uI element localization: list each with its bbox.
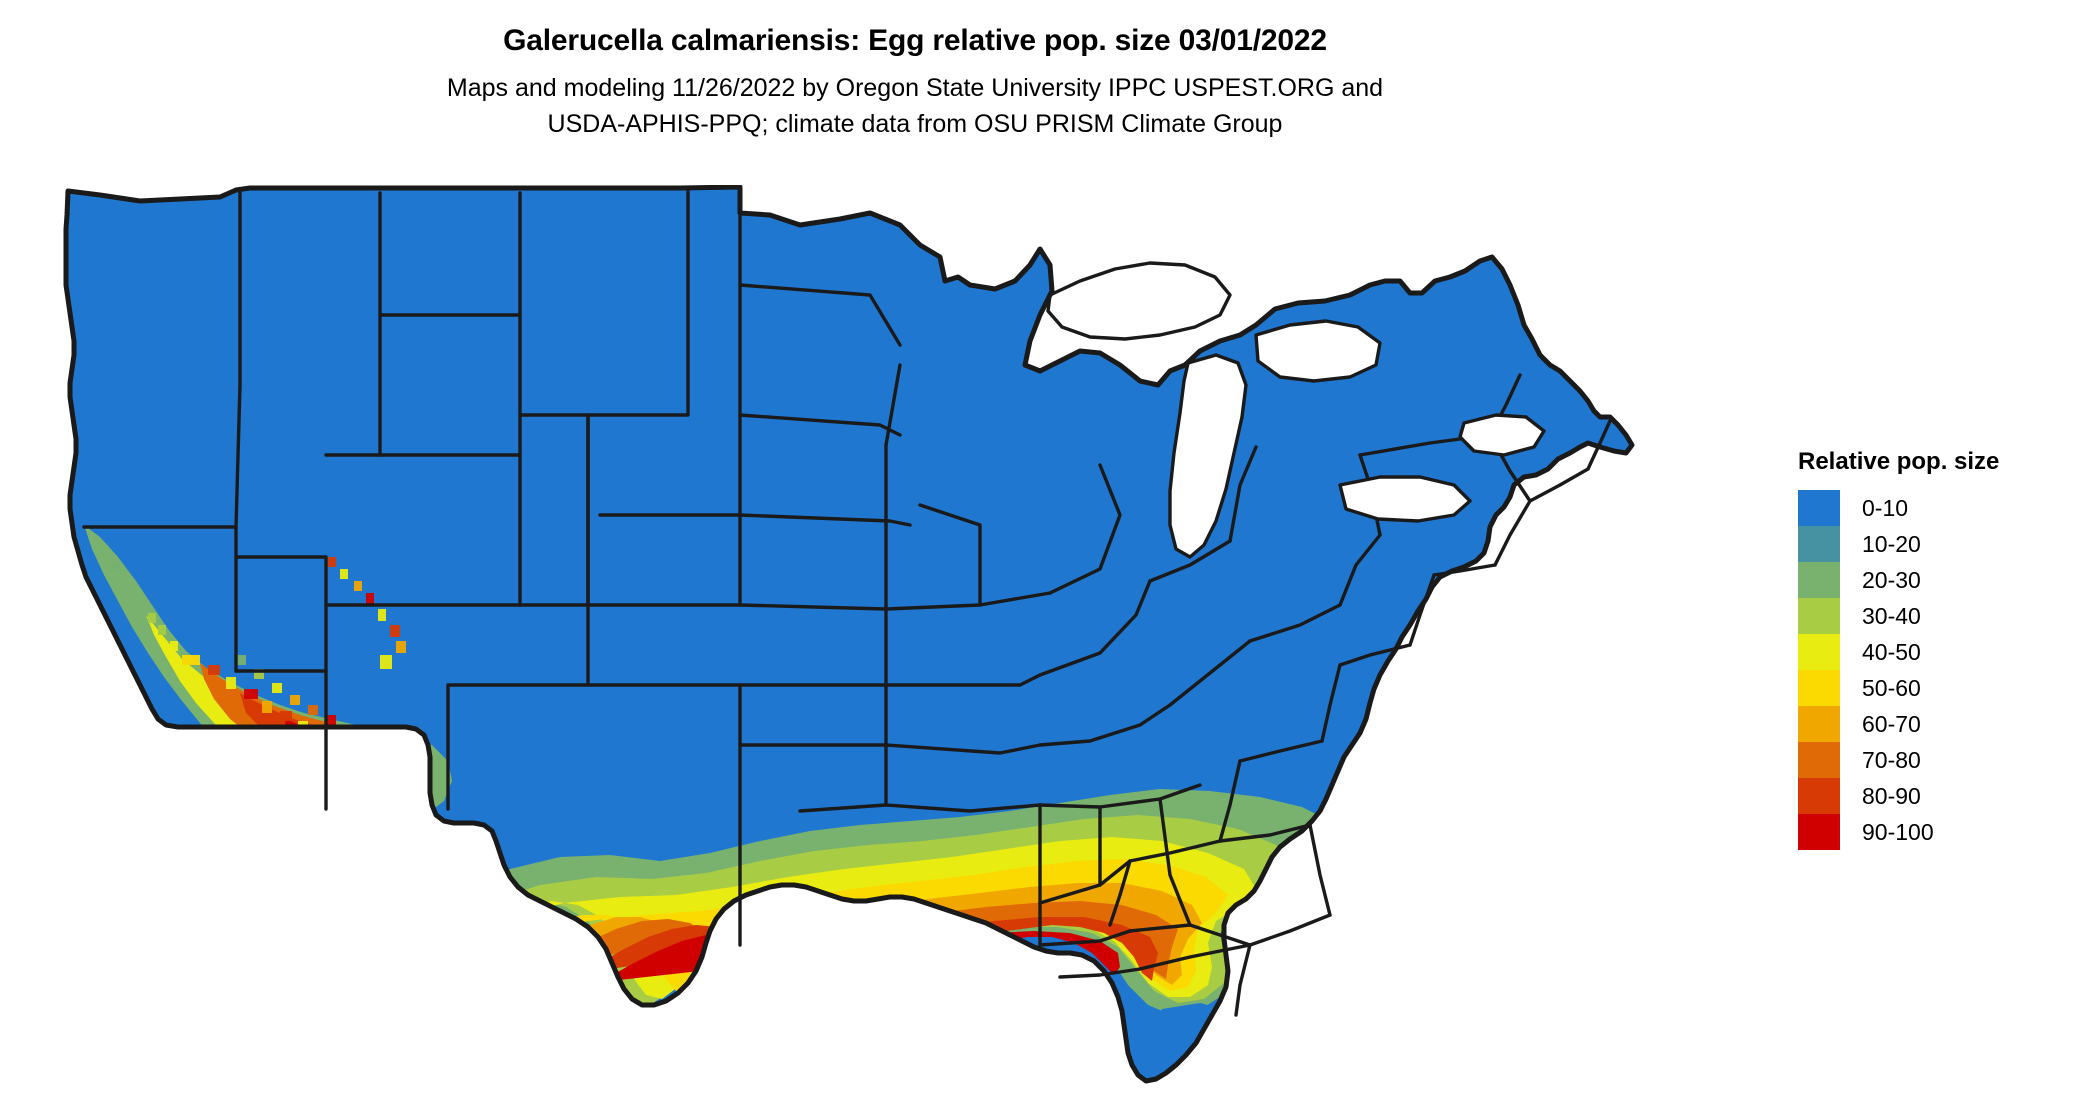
map-legend: Relative pop. size 0-10 10-20 20-30 30-40 40… xyxy=(1798,448,2088,850)
legend-item[interactable]: 90-100 xyxy=(1798,814,2088,850)
us-choropleth-map xyxy=(40,185,1780,1085)
legend-item-label: 90-100 xyxy=(1862,819,1934,845)
legend-item[interactable]: 20-30 xyxy=(1798,562,2088,598)
legend-color-swatch xyxy=(1798,526,1840,562)
legend-item-label: 80-90 xyxy=(1862,783,1921,809)
legend-color-swatch xyxy=(1798,670,1840,706)
title-block: Galerucella calmariensis: Egg relative p… xyxy=(0,22,1830,142)
map-base-layer xyxy=(66,187,1632,1081)
subtitle-line-1: Maps and modeling 11/26/2022 by Oregon S… xyxy=(446,74,1384,102)
legend-item-label: 10-20 xyxy=(1862,531,1921,557)
legend-item[interactable]: 10-20 xyxy=(1798,526,2088,562)
subtitle-line-2: USDA-APHIS-PPQ; climate data from OSU PR… xyxy=(547,110,1283,138)
legend-item[interactable]: 40-50 xyxy=(1798,634,2088,670)
legend-color-swatch xyxy=(1798,742,1840,778)
page-subtitle: Maps and modeling 11/26/2022 by Oregon S… xyxy=(0,70,1830,142)
legend-item-label: 0-10 xyxy=(1862,495,1909,521)
great-lakes xyxy=(1046,261,1546,559)
legend-color-swatch xyxy=(1798,706,1840,742)
legend-color-swatch xyxy=(1798,562,1840,598)
page-title: Galerucella calmariensis: Egg relative p… xyxy=(503,24,1327,57)
legend-item[interactable]: 80-90 xyxy=(1798,778,2088,814)
southwest-raster-texture xyxy=(100,545,406,767)
legend-item[interactable]: 60-70 xyxy=(1798,706,2088,742)
legend-color-swatch xyxy=(1798,598,1840,634)
legend-rows: 0-10 10-20 20-30 30-40 40-50 50-60 60-70 70-80 8… xyxy=(1798,490,2088,850)
legend-item[interactable]: 30-40 xyxy=(1798,598,2088,634)
legend-color-swatch xyxy=(1798,490,1840,526)
legend-color-swatch xyxy=(1798,634,1840,670)
legend-item[interactable]: 0-10 xyxy=(1798,490,2088,526)
legend-color-swatch xyxy=(1798,814,1840,850)
state-borders xyxy=(82,189,1612,1017)
legend-item[interactable]: 50-60 xyxy=(1798,670,2088,706)
legend-item-label: 20-30 xyxy=(1862,567,1921,593)
legend-item[interactable]: 70-80 xyxy=(1798,742,2088,778)
legend-color-swatch xyxy=(1798,778,1840,814)
legend-item-label: 40-50 xyxy=(1862,639,1921,665)
map-svg xyxy=(40,185,1780,1085)
legend-item-label: 60-70 xyxy=(1862,711,1921,737)
legend-item-label: 30-40 xyxy=(1862,603,1921,629)
legend-title: Relative pop. size xyxy=(1798,448,2000,475)
legend-item-label: 70-80 xyxy=(1862,747,1921,773)
legend-item-label: 50-60 xyxy=(1862,675,1921,701)
